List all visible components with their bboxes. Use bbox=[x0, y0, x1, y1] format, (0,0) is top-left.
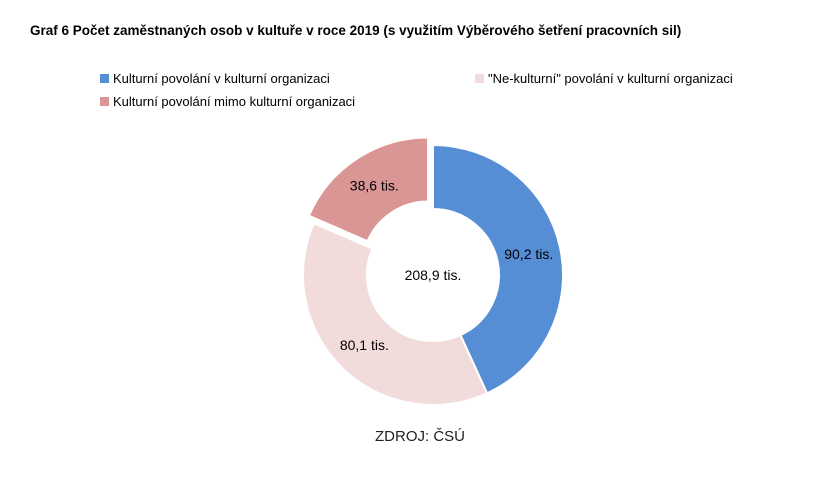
chart-title: Graf 6 Počet zaměstnaných osob v kultuře… bbox=[30, 23, 682, 38]
donut-slice-kulturni-povolani-mimo-kulturni-organizaci bbox=[307, 136, 430, 243]
legend-item-non-culture-in-org: "Ne-kulturní" povolání v kulturní organi… bbox=[475, 71, 733, 86]
legend-swatch bbox=[475, 74, 484, 83]
legend-swatch bbox=[100, 97, 109, 106]
legend-label: Kulturní povolání v kulturní organizaci bbox=[113, 71, 330, 86]
donut-slice-ne-kulturni-povolani-v-kulturni-organizaci bbox=[302, 221, 489, 406]
legend-label: Kulturní povolání mimo kulturní organiza… bbox=[113, 94, 356, 109]
source-note: ZDROJ: ČSÚ bbox=[375, 428, 465, 445]
center-total-label: 208,9 tis. bbox=[405, 267, 462, 283]
donut-slice-kulturni-povolani-v-kulturni-organizaci bbox=[432, 143, 564, 395]
legend-item-culture-outside-org: Kulturní povolání mimo kulturní organiza… bbox=[100, 94, 355, 109]
legend-swatch bbox=[100, 74, 109, 83]
data-label: 80,1 tis. bbox=[340, 337, 389, 353]
data-label: 90,2 tis. bbox=[504, 246, 553, 262]
legend-label: "Ne-kulturní" povolání v kulturní organi… bbox=[488, 71, 733, 86]
legend-item-culture-in-org: Kulturní povolání v kulturní organizaci bbox=[100, 71, 330, 86]
data-label: 38,6 tis. bbox=[350, 178, 399, 194]
